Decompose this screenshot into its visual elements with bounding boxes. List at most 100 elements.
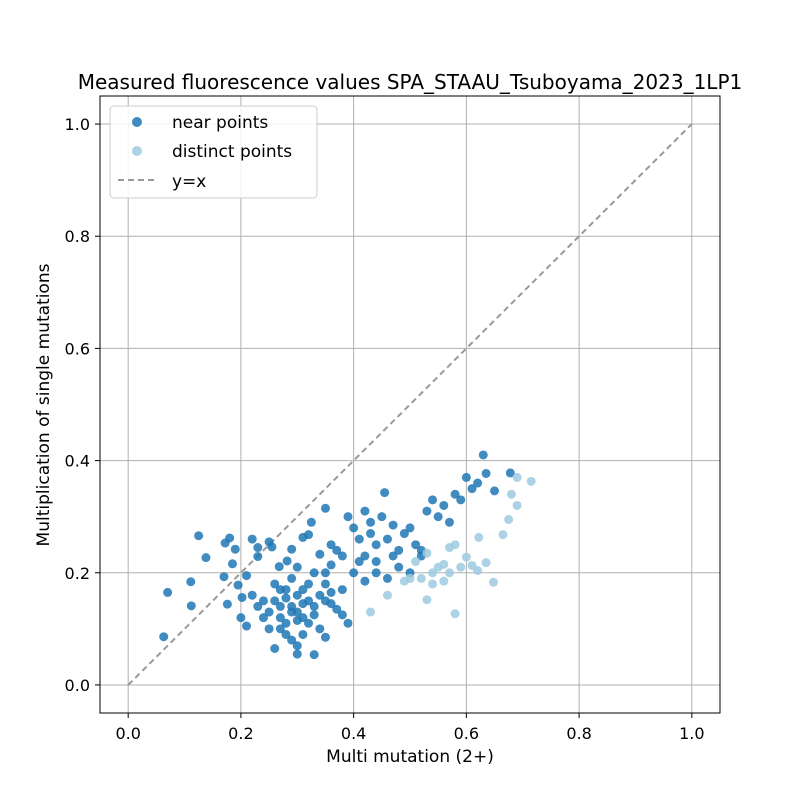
near-point (225, 533, 235, 543)
legend-label-near: near points (172, 113, 268, 133)
near-point (236, 613, 246, 623)
near-point (159, 632, 169, 642)
near-point (360, 506, 370, 516)
chart-title: Measured fluorescence values SPA_STAAU_T… (78, 70, 743, 94)
near-point (309, 650, 319, 660)
near-point (380, 488, 390, 498)
near-point (320, 596, 330, 606)
near-point (275, 601, 285, 611)
near-point (388, 551, 398, 561)
distinct-point (473, 566, 483, 576)
near-point (337, 585, 347, 595)
near-point (258, 613, 268, 623)
near-point (315, 624, 325, 634)
near-point (247, 534, 257, 544)
x-axis-ticks: 0.0 0.2 0.4 0.6 0.8 1.0 (115, 713, 705, 743)
near-point (456, 495, 466, 505)
distinct-point (428, 579, 438, 589)
distinct-point (504, 514, 514, 524)
near-point (267, 542, 277, 552)
near-point (264, 607, 274, 617)
distinct-point (411, 557, 421, 567)
y-axis-ticks: 0.0 0.2 0.4 0.6 0.8 1.0 (65, 115, 100, 695)
distinct-point (498, 530, 508, 540)
distinct-point (512, 500, 522, 510)
legend-label-distinct: distinct points (172, 142, 292, 162)
near-point (222, 599, 232, 609)
distinct-point (450, 609, 460, 619)
x-tick-label: 0.0 (115, 724, 140, 743)
near-points-series (159, 450, 515, 660)
legend-marker-near (132, 117, 142, 127)
near-point (230, 544, 240, 554)
near-point (382, 534, 392, 544)
near-point (298, 585, 308, 595)
near-point (326, 540, 336, 550)
near-point (360, 576, 370, 586)
near-point (253, 552, 263, 562)
near-point (371, 540, 381, 550)
near-point (366, 529, 376, 539)
near-point (371, 557, 381, 567)
near-point (309, 601, 319, 611)
near-point (473, 478, 483, 488)
distinct-point (488, 577, 498, 587)
near-point (332, 604, 342, 614)
near-point (366, 517, 376, 527)
distinct-point (422, 548, 432, 558)
near-point (332, 545, 342, 555)
near-point (505, 468, 515, 478)
y-tick-label: 0.4 (65, 452, 90, 471)
near-point (194, 531, 204, 541)
near-point (306, 517, 316, 527)
near-point (467, 484, 477, 494)
near-point (444, 517, 454, 527)
plot-frame (99, 95, 721, 714)
near-point (275, 624, 285, 634)
near-point (274, 562, 284, 572)
x-tick-label: 0.4 (341, 724, 366, 743)
near-point (247, 590, 257, 600)
near-point (281, 593, 291, 603)
legend-box (109, 105, 318, 199)
distinct-point (461, 552, 471, 562)
near-point (315, 590, 325, 600)
near-point (439, 500, 449, 510)
distinct-point (366, 607, 376, 617)
distinct-point (439, 559, 449, 569)
distinct-point (444, 543, 454, 553)
near-point (450, 489, 460, 499)
near-point (287, 573, 297, 583)
near-point (292, 641, 302, 651)
near-point (304, 530, 314, 540)
near-point (281, 629, 291, 639)
near-point (282, 556, 292, 566)
near-point (354, 534, 364, 544)
near-point (253, 543, 263, 553)
near-point (422, 506, 432, 516)
x-tick-label: 0.2 (228, 724, 253, 743)
x-tick-label: 0.8 (566, 724, 591, 743)
x-axis-label: Multi mutation (2+) (326, 747, 494, 767)
near-point (233, 580, 243, 590)
near-point (242, 571, 252, 581)
near-point (292, 590, 302, 600)
near-point (320, 632, 330, 642)
near-point (428, 495, 438, 505)
near-point (320, 568, 330, 578)
distinct-point (422, 595, 432, 605)
near-point (287, 607, 297, 617)
distinct-points-series (366, 472, 536, 619)
near-point (354, 557, 364, 567)
near-point (388, 520, 398, 530)
distinct-point (512, 472, 522, 482)
near-point (292, 562, 302, 572)
near-point (343, 618, 353, 628)
near-point (309, 610, 319, 620)
near-point (270, 579, 280, 589)
distinct-point (456, 562, 466, 572)
reference-line-y-equals-x (127, 123, 693, 686)
distinct-point (481, 558, 491, 568)
